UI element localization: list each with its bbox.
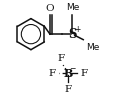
Text: F: F xyxy=(64,85,71,94)
Text: B: B xyxy=(63,68,72,79)
Text: F: F xyxy=(57,54,65,63)
Text: +: + xyxy=(73,25,80,34)
Text: S: S xyxy=(68,28,76,41)
Text: O: O xyxy=(45,4,54,13)
Text: Me: Me xyxy=(65,3,79,12)
Text: F: F xyxy=(48,69,56,78)
Text: F: F xyxy=(79,69,86,78)
Text: −: − xyxy=(68,64,75,73)
Text: Me: Me xyxy=(86,43,99,52)
